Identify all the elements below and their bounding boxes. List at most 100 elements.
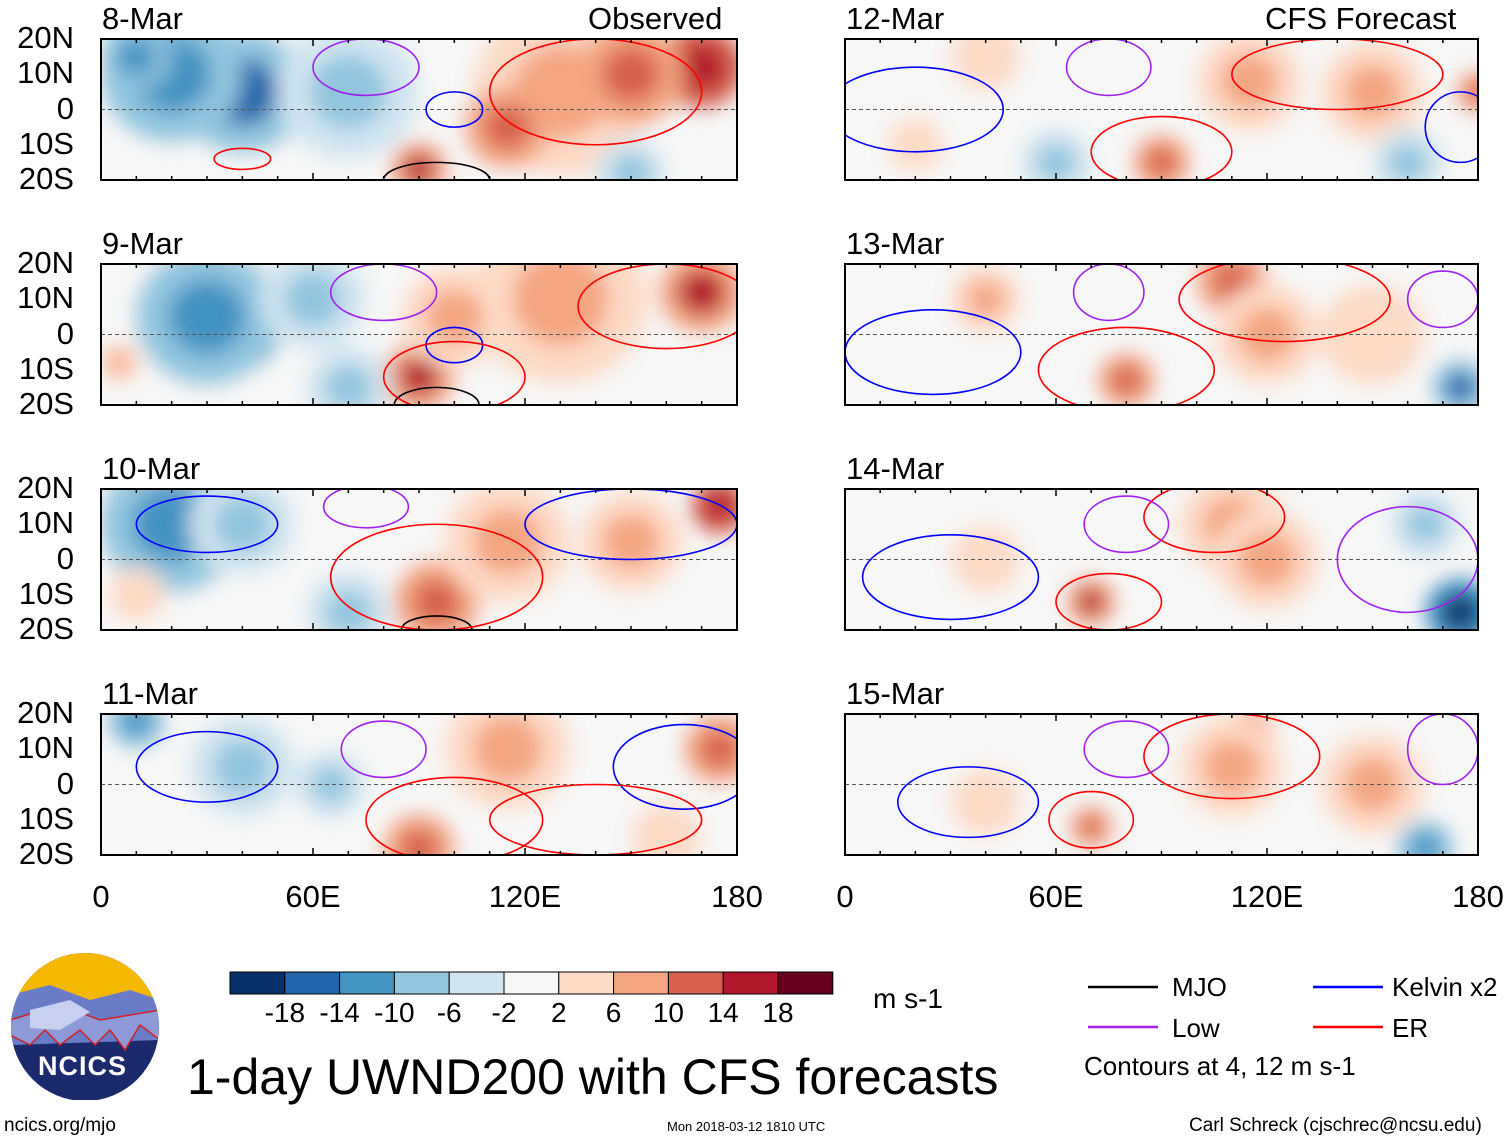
- low-contour: [1406, 714, 1478, 786]
- anomaly-core: [1343, 63, 1402, 120]
- anomaly-core: [601, 46, 661, 103]
- footer-url[interactable]: ncics.org/mjo: [4, 1115, 116, 1136]
- colorbar-swatch: [722, 971, 779, 995]
- anomaly-core: [511, 264, 609, 346]
- legend-kelvin: Kelvin x2: [1392, 972, 1498, 1002]
- anomaly-core: [1405, 505, 1445, 543]
- panel-date: 15-Mar: [846, 676, 945, 711]
- kelvin-contour: [612, 723, 737, 810]
- colorbar-label: -10: [374, 997, 415, 1028]
- anomaly-core: [399, 358, 439, 396]
- observed-header: Observed: [588, 1, 723, 36]
- panel-date: 11-Mar: [102, 676, 198, 711]
- colorbar-label: 14: [707, 997, 739, 1028]
- colorbar-label: 2: [551, 997, 567, 1028]
- anomaly-core: [1077, 588, 1105, 615]
- er-contour: [1231, 39, 1444, 111]
- er-contour: [1143, 714, 1321, 800]
- anomaly-core: [1441, 593, 1478, 630]
- kelvin-contour: [425, 91, 484, 128]
- lat-tick-label: 20S: [18, 611, 74, 647]
- lat-tick-label: 10N: [17, 730, 74, 766]
- mjo-contour: [393, 386, 480, 405]
- low-contour: [1065, 39, 1152, 97]
- colorbar-label: -14: [319, 997, 360, 1028]
- er-contour: [488, 783, 703, 855]
- kelvin-contour: [845, 309, 1022, 396]
- lon-tick-label: 120E: [488, 879, 562, 914]
- anomaly-core: [116, 39, 156, 76]
- colorbar-swatch: [613, 971, 669, 995]
- anomaly-core: [1110, 365, 1142, 396]
- colorbar-label: 10: [652, 997, 684, 1028]
- low-contour: [1083, 720, 1170, 779]
- lat-tick-label: 20N: [17, 470, 74, 505]
- er-contour: [1143, 489, 1286, 554]
- anomaly-core: [120, 579, 152, 610]
- anomaly-core: [472, 508, 543, 576]
- map-panel-9-Mar: [101, 264, 737, 405]
- logo-text: NCICS: [38, 1051, 128, 1081]
- lat-tick-label: 0: [56, 315, 74, 351]
- panel-date: 14-Mar: [846, 451, 945, 486]
- lat-tick-label: 20N: [17, 20, 74, 55]
- colorbar-swatch: [558, 971, 615, 995]
- colorbar-label: -18: [264, 997, 306, 1028]
- colorbar-swatch: [393, 971, 450, 995]
- er-contour: [329, 523, 544, 630]
- lat-tick-label: 10N: [17, 505, 74, 541]
- er-contour: [1178, 264, 1391, 343]
- kelvin-contour: [845, 66, 1005, 153]
- panel-date: 10-Mar: [102, 451, 201, 486]
- colorbar-swatch: [339, 971, 395, 995]
- anomaly-core: [646, 818, 686, 855]
- lat-tick-label: 20S: [18, 836, 74, 872]
- anomaly-core: [966, 39, 1006, 76]
- er-contour: [1037, 326, 1216, 405]
- figure-title: 1-day UWND200 with CFS forecasts: [187, 1049, 999, 1105]
- anomaly-core: [966, 783, 1006, 821]
- anomaly-core: [1444, 372, 1476, 403]
- forecast-header: CFS Forecast: [1265, 1, 1457, 36]
- colorbar-swatch: [503, 971, 560, 995]
- anomaly-core: [703, 491, 735, 522]
- anomaly-core: [1466, 80, 1478, 104]
- anomaly-core: [309, 54, 388, 130]
- kelvin-contour: [135, 730, 279, 803]
- er-contour: [213, 147, 272, 171]
- low-contour: [340, 720, 427, 779]
- colorbar-label: -2: [491, 997, 517, 1028]
- kelvin-contour: [1424, 91, 1478, 164]
- map-panel-14-Mar: [845, 489, 1478, 630]
- panel-date: 9-Mar: [102, 226, 183, 261]
- colorbar-label: -6: [436, 997, 462, 1028]
- anomaly-core: [899, 129, 931, 160]
- map-panel-15-Mar: [845, 714, 1478, 855]
- anomaly-core: [283, 271, 343, 328]
- er-contour: [365, 776, 544, 855]
- lat-tick-label: 10S: [18, 575, 74, 611]
- low-contour: [1083, 495, 1170, 554]
- map-panel-10-Mar: [101, 489, 737, 630]
- lat-tick-label: 10S: [18, 125, 74, 161]
- panel-date: 12-Mar: [846, 1, 945, 36]
- anomaly-core: [168, 279, 246, 355]
- anomaly-core: [678, 44, 725, 90]
- lon-tick-label: 60E: [1028, 879, 1084, 914]
- anomaly-core: [1409, 833, 1441, 855]
- map-panel-8-Mar: [101, 39, 737, 180]
- anomaly-core: [403, 154, 435, 180]
- anomaly-core: [213, 738, 272, 795]
- er-contour: [382, 340, 526, 405]
- kelvin-contour: [861, 534, 1040, 621]
- anomaly-core: [120, 714, 152, 736]
- anomaly-core: [1220, 53, 1279, 110]
- anomaly-core: [1388, 143, 1428, 180]
- lat-tick-label: 10N: [17, 55, 74, 91]
- anomaly-core: [472, 715, 543, 783]
- low-contour: [1406, 270, 1478, 329]
- mjo-contour: [382, 161, 491, 180]
- low-contour: [329, 264, 438, 322]
- lon-tick-label: 0: [836, 879, 854, 914]
- anomaly-core: [1202, 738, 1261, 795]
